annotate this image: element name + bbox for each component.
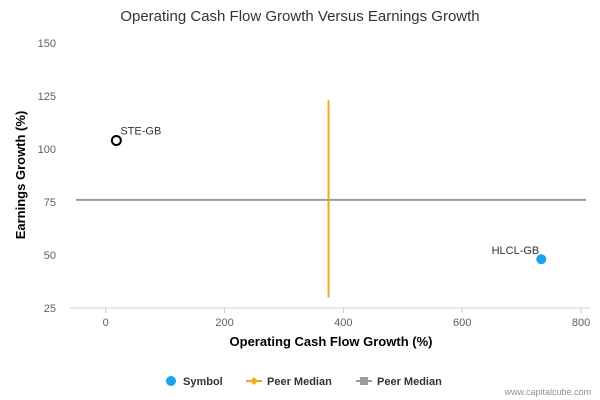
x-tick-label: 0 <box>103 317 109 329</box>
legend-diamond-icon <box>250 377 258 385</box>
x-axis-label: Operating Cash Flow Growth (%) <box>230 334 433 349</box>
point-ste-gb[interactable] <box>110 135 122 147</box>
point-label-ste-gb: STE-GB <box>120 126 161 138</box>
y-tick-label: 50 <box>44 250 56 262</box>
x-tick-label: 800 <box>572 317 590 329</box>
legend-peer-median-label-2: Peer Median <box>377 376 442 388</box>
y-tick-label: 25 <box>44 303 56 315</box>
legend-square-icon <box>360 377 368 385</box>
y-tick-labels: 25 50 75 100 125 150 <box>38 38 56 315</box>
x-tick-label: 400 <box>334 317 352 329</box>
point-label-hlcl-gb: HLCL-GB <box>492 245 540 257</box>
x-tick-label: 200 <box>215 317 233 329</box>
credit-link[interactable]: www.capitalcube.com <box>503 387 591 397</box>
scatter-points: STE-GB HLCL-GB <box>110 126 547 265</box>
y-tick-label: 75 <box>44 197 56 209</box>
legend-item-symbol[interactable]: Symbol <box>166 376 223 388</box>
legend-symbol-label: Symbol <box>183 376 223 388</box>
legend-item-peer-median-1[interactable]: Peer Median <box>246 376 332 388</box>
legend-symbol-marker <box>166 376 176 386</box>
y-tick-label: 100 <box>38 144 56 156</box>
chart-title: Operating Cash Flow Growth Versus Earnin… <box>120 8 479 25</box>
legend-peer-median-label-1: Peer Median <box>267 376 332 388</box>
y-tick-label: 150 <box>38 38 56 50</box>
point-hlcl-gb[interactable] <box>536 254 547 265</box>
x-tick-label: 600 <box>453 317 471 329</box>
y-axis-label: Earnings Growth (%) <box>13 111 28 240</box>
y-tick-label: 125 <box>38 91 56 103</box>
legend-item-peer-median-2[interactable]: Peer Median <box>356 376 442 388</box>
x-tick-labels: 0 200 400 600 800 <box>103 308 590 329</box>
legend: Symbol Peer Median Peer Median <box>166 376 442 388</box>
